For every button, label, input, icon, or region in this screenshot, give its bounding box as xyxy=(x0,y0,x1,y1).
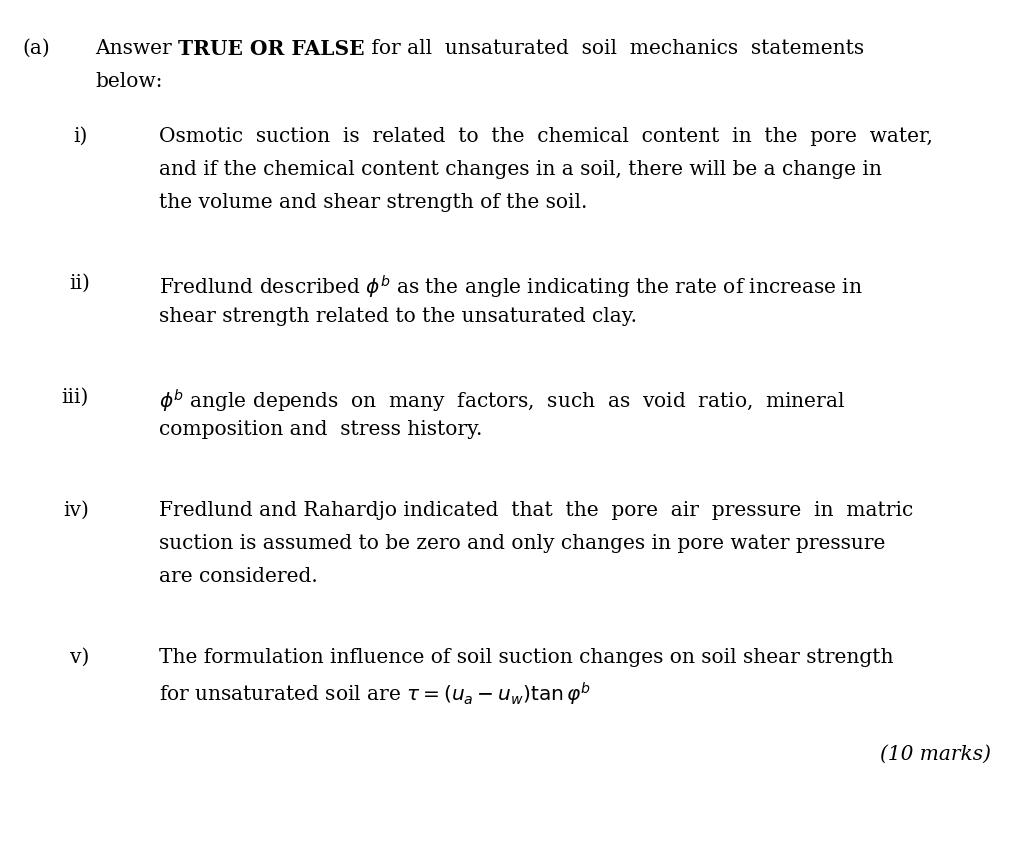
Text: shear strength related to the unsaturated clay.: shear strength related to the unsaturate… xyxy=(159,306,637,326)
Text: (a): (a) xyxy=(23,39,50,58)
Text: Answer: Answer xyxy=(95,39,178,58)
Text: Fredlund described $\phi^b$ as the angle indicating the rate of increase in: Fredlund described $\phi^b$ as the angle… xyxy=(159,273,862,301)
Text: $\phi^b$ angle depends  on  many  factors,  such  as  void  ratio,  mineral: $\phi^b$ angle depends on many factors, … xyxy=(159,387,845,415)
Text: The formulation influence of soil suction changes on soil shear strength: The formulation influence of soil suctio… xyxy=(159,648,893,667)
Text: for all  unsaturated  soil  mechanics  statements: for all unsaturated soil mechanics state… xyxy=(365,39,864,58)
Text: TRUE OR FALSE: TRUE OR FALSE xyxy=(178,39,365,59)
Text: the volume and shear strength of the soil.: the volume and shear strength of the soi… xyxy=(159,193,587,212)
Text: composition and  stress history.: composition and stress history. xyxy=(159,420,482,439)
Text: are considered.: are considered. xyxy=(159,567,317,586)
Text: Fredlund and Rahardjo indicated  that  the  pore  air  pressure  in  matric: Fredlund and Rahardjo indicated that the… xyxy=(159,501,913,520)
Text: iv): iv) xyxy=(63,501,89,520)
Text: v): v) xyxy=(70,648,89,667)
Text: and if the chemical content changes in a soil, there will be a change in: and if the chemical content changes in a… xyxy=(159,160,882,179)
Text: for unsaturated soil are $\tau = (u_a - u_w)\tan\varphi^b$: for unsaturated soil are $\tau = (u_a - … xyxy=(159,681,591,708)
Text: suction is assumed to be zero and only changes in pore water pressure: suction is assumed to be zero and only c… xyxy=(159,534,885,553)
Text: iii): iii) xyxy=(61,387,89,406)
Text: below:: below: xyxy=(95,72,163,91)
Text: i): i) xyxy=(74,127,88,146)
Text: (10 marks): (10 marks) xyxy=(881,745,991,764)
Text: Osmotic  suction  is  related  to  the  chemical  content  in  the  pore  water,: Osmotic suction is related to the chemic… xyxy=(159,127,933,146)
Text: ii): ii) xyxy=(70,273,90,293)
